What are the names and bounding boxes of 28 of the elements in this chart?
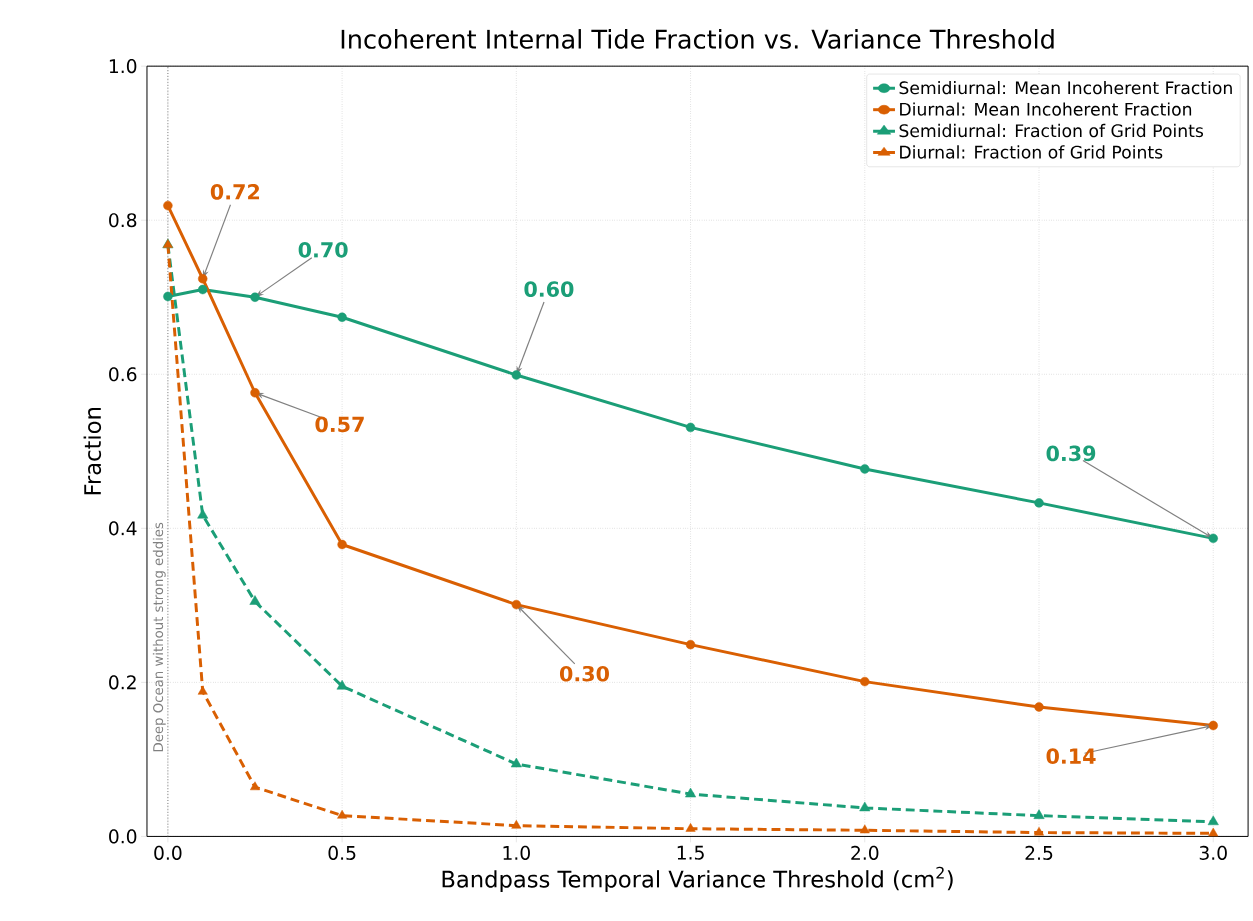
annotation: 0.14 [1046, 748, 1096, 764]
y-tick-label: 0.2 [109, 675, 136, 690]
annotation: 0.72 [210, 183, 260, 200]
y-tick-label: 0.8 [109, 212, 137, 228]
x-axis-title: Bandpass Temporal Variance Threshold (cm$^{2}$) [442, 866, 953, 892]
x-tick-label: 1.0 [503, 845, 530, 860]
annotation: 0.57 [315, 416, 364, 432]
legend-label: Diurnal: Fraction of Grid Points [900, 145, 1163, 159]
x-tick-label: 0.5 [328, 845, 356, 860]
x-tick-label: 3.0 [1199, 845, 1227, 860]
annotation: 0.30 [559, 665, 609, 682]
x-tick-label: 2.0 [851, 845, 879, 860]
annotation: 0.70 [298, 241, 348, 258]
annotation: 0.60 [524, 281, 574, 297]
y-tick-label: 0.4 [109, 521, 137, 536]
y-tick-label: 0.0 [109, 829, 137, 844]
y-axis-title: Fraction [83, 407, 102, 495]
legend-label: Diurnal: Mean Incoherent Fraction [900, 102, 1192, 116]
chart-title: Incoherent Internal Tide Fraction vs. Variance Threshold [341, 28, 1054, 49]
x-tick-label: 1.5 [677, 845, 704, 860]
x-tick-label: 2.5 [1025, 845, 1053, 860]
annotation: 0.39 [1046, 445, 1096, 462]
y-tick-label: 0.6 [109, 367, 137, 382]
legend-label: Semidiurnal: Mean Incoherent Fraction [899, 80, 1232, 95]
y-tick-label: 1.0 [109, 58, 137, 74]
x-tick-label: 0.0 [154, 845, 182, 860]
legend-label: Semidiurnal: Fraction of Grid Points [899, 123, 1204, 138]
ref-line-label: Deep Ocean without strong eddies [152, 522, 166, 752]
